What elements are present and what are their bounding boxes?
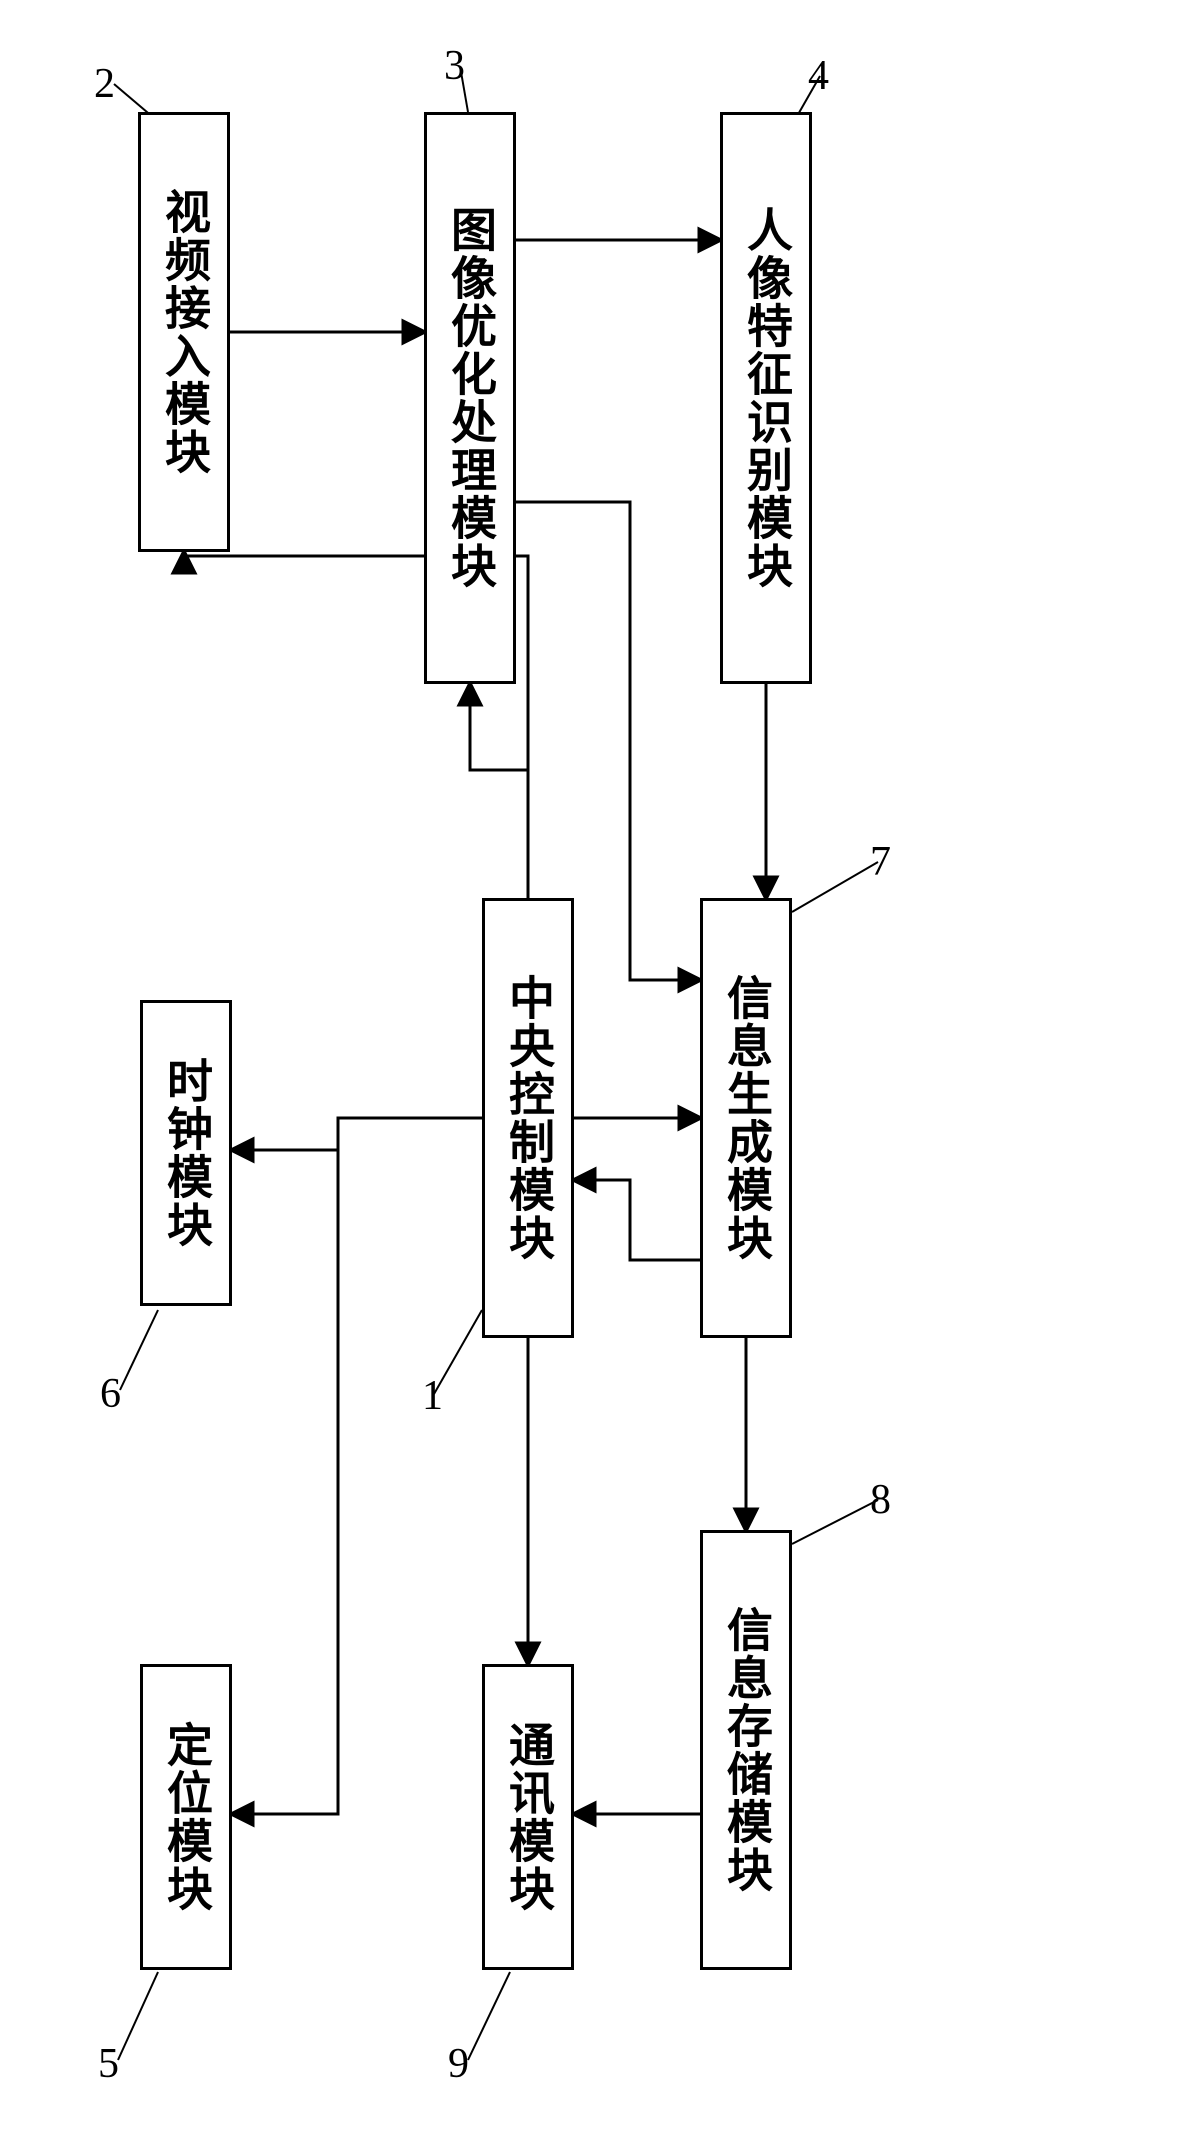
label-5: 5 bbox=[98, 2040, 119, 2088]
node-7: 信息生成模块 bbox=[700, 898, 792, 1338]
diagram-canvas: 中央控制模块 视频接入模块 图像优化处理模块 人像特征识别模块定位模块 时钟模块 信息生成… bbox=[0, 0, 1182, 2132]
leader-l5 bbox=[118, 1972, 158, 2060]
edge-n1-n5 bbox=[232, 1118, 482, 1814]
label-4: 4 bbox=[808, 52, 829, 100]
node-2: 视频接入模块 bbox=[138, 112, 230, 552]
edge-n1-n6 bbox=[232, 1118, 482, 1150]
label-1: 1 bbox=[422, 1372, 443, 1420]
label-7: 7 bbox=[870, 838, 891, 886]
label-8: 8 bbox=[870, 1476, 891, 1524]
node-8: 信息存储模块 bbox=[700, 1530, 792, 1970]
edge-n7-n1 bbox=[574, 1180, 700, 1260]
label-3: 3 bbox=[444, 42, 465, 90]
edge-n1-n3 bbox=[470, 684, 528, 898]
leader-l6 bbox=[120, 1310, 158, 1390]
node-3: 图像优化处理模块 bbox=[424, 112, 516, 684]
leader-l8 bbox=[792, 1500, 878, 1544]
node-9: 通讯模块 bbox=[482, 1664, 574, 1970]
leader-l9 bbox=[468, 1972, 510, 2060]
node-1: 中央控制模块 bbox=[482, 898, 574, 1338]
leader-l7 bbox=[792, 862, 878, 912]
label-9: 9 bbox=[448, 2040, 469, 2088]
label-2: 2 bbox=[94, 60, 115, 108]
node-6: 时钟模块 bbox=[140, 1000, 232, 1306]
node-5: 定位模块 bbox=[140, 1664, 232, 1970]
node-4: 人像特征识别模块 bbox=[720, 112, 812, 684]
label-6: 6 bbox=[100, 1370, 121, 1418]
